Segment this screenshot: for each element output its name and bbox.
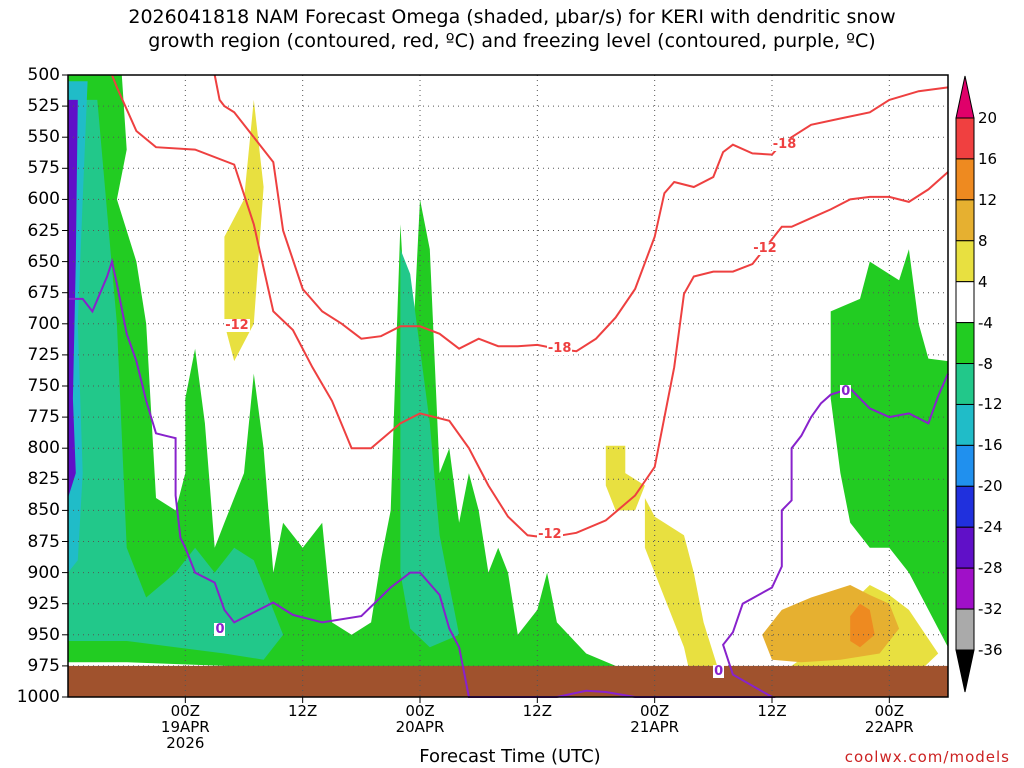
colorbar-bin-11 bbox=[955, 567, 975, 610]
colorbar-label--32: -32 bbox=[978, 600, 1003, 619]
contour-label-1: -18 bbox=[546, 340, 573, 356]
chart-title-line1: 2026041818 NAM Forecast Omega (shaded, μ… bbox=[128, 6, 896, 28]
colorbar-label--16: -16 bbox=[978, 436, 1003, 455]
y-tick-label-975: 975 bbox=[27, 655, 60, 676]
y-tick-label-675: 675 bbox=[27, 282, 60, 303]
colorbar-bin-9 bbox=[955, 485, 975, 528]
ground-fill bbox=[68, 665, 948, 697]
y-tick-label-875: 875 bbox=[27, 531, 60, 552]
colorbar-bin-6 bbox=[955, 363, 975, 405]
y-tick-label-550: 550 bbox=[27, 127, 60, 148]
contour-line-2 bbox=[68, 257, 949, 698]
y-tick-label-950: 950 bbox=[27, 624, 60, 645]
colorbar-bin-8 bbox=[955, 444, 975, 487]
omega-shade-2 bbox=[400, 249, 460, 648]
contour-label-2: -12 bbox=[537, 527, 563, 543]
colorbar-label-20: 20 bbox=[978, 109, 998, 127]
colorbar-label--4: -4 bbox=[978, 313, 993, 332]
omega-shade-8 bbox=[850, 603, 875, 648]
colorbar-label--36: -36 bbox=[978, 641, 1003, 659]
omega-shade-9 bbox=[605, 445, 645, 511]
colorbar-bin-7 bbox=[955, 403, 975, 446]
contour-label-7: 0 bbox=[840, 384, 852, 400]
x-tick-label-2-1: 20APR bbox=[395, 718, 445, 736]
y-tick-label-750: 750 bbox=[27, 376, 60, 396]
y-tick-label-600: 600 bbox=[27, 189, 60, 210]
y-tick-label-575: 575 bbox=[27, 158, 60, 179]
colorbar-label-16: 16 bbox=[978, 149, 998, 168]
contour-label-0: -12 bbox=[224, 318, 250, 334]
colorbar-label--24: -24 bbox=[978, 518, 1003, 537]
y-tick-label-525: 525 bbox=[27, 96, 60, 117]
y-tick-label-625: 625 bbox=[27, 220, 60, 241]
colorbar-label--12: -12 bbox=[978, 395, 1003, 414]
x-tick-label-0-0: 00Z bbox=[170, 702, 201, 720]
colorbar-label-4: 4 bbox=[978, 272, 988, 291]
x-tick-label-4-0: 00Z bbox=[639, 702, 670, 720]
x-tick-label-0-2: 2026 bbox=[166, 734, 205, 752]
omega-shade-10 bbox=[224, 99, 264, 362]
colorbar-label--8: -8 bbox=[978, 354, 993, 373]
y-tick-label-725: 725 bbox=[27, 344, 60, 365]
credit-text[interactable]: coolwx.com/models bbox=[844, 748, 1010, 766]
y-tick-label-825: 825 bbox=[27, 469, 60, 490]
contour-label-5: 0 bbox=[214, 621, 226, 637]
contour-label-4: -18 bbox=[771, 136, 798, 152]
colorbar-label--20: -20 bbox=[978, 477, 1003, 496]
contour-label-6: 0 bbox=[713, 664, 725, 680]
colorbar-bin-2 bbox=[955, 199, 975, 242]
omega-shade-1 bbox=[68, 99, 284, 660]
x-tick-label-2-0: 00Z bbox=[405, 702, 435, 720]
x-tick-label-6-1: 22APR bbox=[864, 718, 914, 736]
x-tick-label-4-1: 21APR bbox=[630, 718, 680, 736]
y-tick-label-775: 775 bbox=[27, 407, 60, 428]
colorbar-label-8: 8 bbox=[978, 231, 988, 250]
y-tick-label-925: 925 bbox=[27, 593, 60, 614]
x-tick-label-1-0: 12Z bbox=[287, 702, 318, 720]
colorbar-bin-3 bbox=[955, 240, 975, 283]
x-tick-label-0-1: 19APR bbox=[160, 718, 210, 736]
y-tick-label-900: 900 bbox=[27, 562, 60, 583]
contour-label-3: -12 bbox=[752, 241, 778, 257]
colorbar-bin-5 bbox=[955, 322, 975, 365]
colorbar-label-12: 12 bbox=[978, 190, 998, 209]
x-tick-label-6-0: 00Z bbox=[874, 702, 905, 720]
colorbar-label--28: -28 bbox=[978, 559, 1003, 578]
colorbar-bin-10 bbox=[955, 526, 975, 569]
x-axis-label: Forecast Time (UTC) bbox=[419, 746, 601, 767]
y-tick-label-1000: 1000 bbox=[16, 687, 60, 707]
omega-shade-0 bbox=[68, 75, 616, 691]
y-tick-label-850: 850 bbox=[27, 500, 60, 521]
y-tick-label-650: 650 bbox=[27, 251, 60, 272]
colorbar-bin-4 bbox=[955, 281, 975, 324]
colorbar-bin-1 bbox=[955, 158, 975, 201]
colorbar-bottom-triangle bbox=[955, 649, 975, 693]
colorbar-bin-12 bbox=[955, 608, 975, 651]
y-tick-label-500: 500 bbox=[27, 65, 60, 85]
colorbar-top-triangle bbox=[955, 75, 975, 119]
omega-shade-5 bbox=[830, 249, 948, 648]
colorbar-bin-0 bbox=[955, 117, 975, 160]
x-tick-label-5-0: 12Z bbox=[757, 702, 787, 720]
x-tick-label-3-0: 12Z bbox=[522, 702, 553, 720]
y-tick-label-700: 700 bbox=[27, 313, 60, 334]
y-tick-label-800: 800 bbox=[27, 438, 60, 459]
chart-title-line2: growth region (contoured, red, ºC) and f… bbox=[148, 30, 876, 52]
